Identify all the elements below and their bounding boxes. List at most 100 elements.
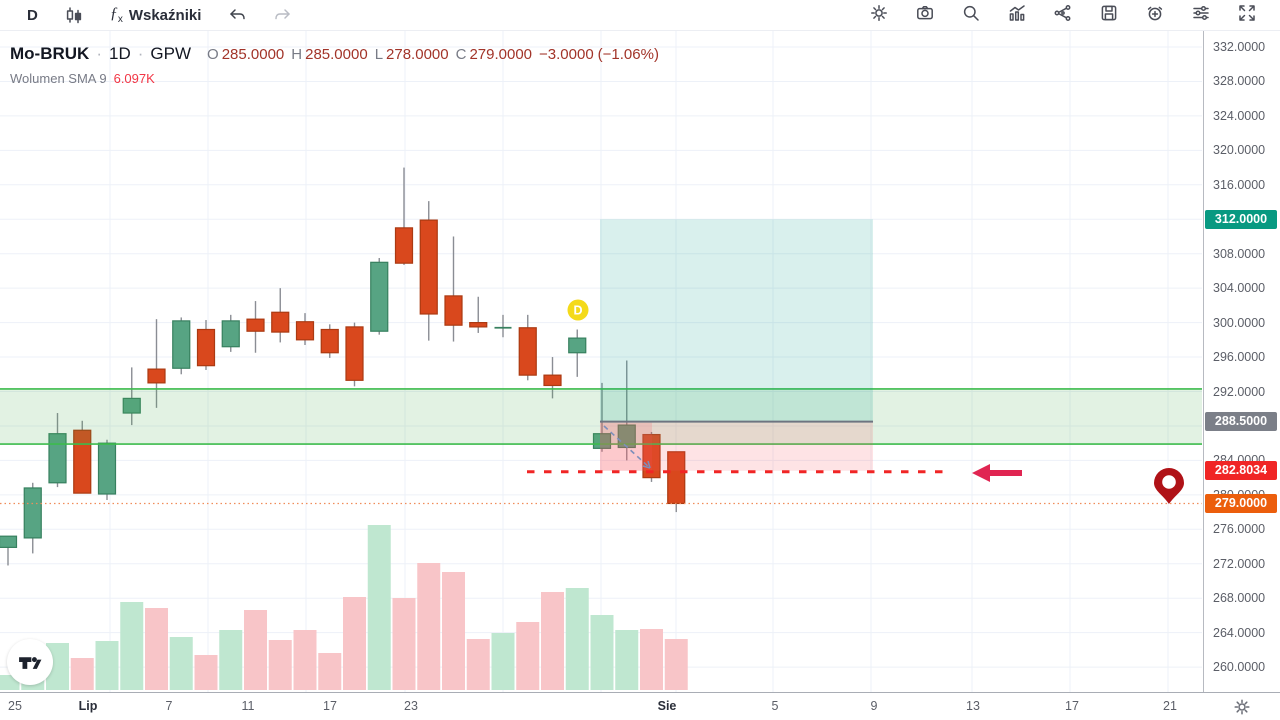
candle-body <box>419 219 438 315</box>
gear-icon <box>1232 699 1252 720</box>
alarm-clock-plus-icon <box>1145 3 1165 28</box>
time-axis-label: 7 <box>165 699 173 713</box>
redo-button[interactable] <box>260 0 306 30</box>
last-price-badge: 279.0000 <box>1205 493 1277 513</box>
interval-label: D <box>27 6 38 24</box>
time-axis-label: 9 <box>870 699 878 713</box>
price-tick-label: 328.0000 <box>1213 74 1266 89</box>
candle-body <box>97 442 117 495</box>
price-axis[interactable]: 332.0000 328.0000 324.0000 320.0000 316.0000… <box>1203 30 1280 692</box>
time-axis-label: 17 <box>323 699 337 713</box>
toolbar-left-group: D ƒx Wskaźniki <box>0 0 306 30</box>
price-tick-label: 324.0000 <box>1213 108 1266 123</box>
top-toolbar: D ƒx Wskaźniki <box>0 0 1280 31</box>
indicators-button[interactable]: ƒx Wskaźniki <box>97 0 215 30</box>
chart-style-button[interactable] <box>51 0 97 30</box>
price-tick-label: 316.0000 <box>1213 177 1266 192</box>
price-tick-label: 304.0000 <box>1213 281 1266 296</box>
volume-bar <box>169 637 193 690</box>
candle-body <box>518 327 537 376</box>
symbol-legend-row[interactable]: Mo-BRUK · 1D · GPW O 285.0000 H 285.0000 L… <box>10 44 659 63</box>
symbol-interval: 1D <box>109 44 131 63</box>
search-icon <box>961 3 981 28</box>
share-nodes-icon <box>1053 3 1073 28</box>
chart-plot-area[interactable]: D <box>0 0 1202 692</box>
support-zone-drawing[interactable] <box>0 388 1202 445</box>
candle-body <box>568 337 587 354</box>
camera-icon <box>915 3 935 28</box>
time-axis[interactable]: 25 Lip 7 11 17 23 Sie 5 9 13 17 21 <box>0 692 1280 720</box>
candles <box>0 167 686 566</box>
share-nodes-button[interactable] <box>1040 0 1086 30</box>
sliders-icon <box>1191 3 1211 28</box>
undo-button[interactable] <box>214 0 260 30</box>
price-tick-label: 276.0000 <box>1213 522 1266 537</box>
candle-body <box>122 397 141 414</box>
alert-plus-button[interactable] <box>1132 0 1178 30</box>
price-tick-label: 264.0000 <box>1213 625 1266 640</box>
candle-body <box>271 311 290 333</box>
stop-price-badge: 282.8034 <box>1205 461 1277 481</box>
candle-body <box>469 322 488 328</box>
axis-settings-gear-button[interactable] <box>1232 697 1252 717</box>
candle-body <box>48 433 67 484</box>
candle-body <box>172 320 191 369</box>
camera-snapshot-button[interactable] <box>902 0 948 30</box>
target-price-badge: 312.0000 <box>1205 209 1277 229</box>
volume-bar <box>194 655 218 690</box>
long-position-tool[interactable] <box>600 219 873 471</box>
symbol-name: Mo-BRUK <box>10 44 90 63</box>
indicators-label: Wskaźniki <box>128 6 202 24</box>
time-axis-label: 13 <box>966 699 980 713</box>
time-axis-label: 21 <box>1163 699 1177 713</box>
candle-body <box>196 328 216 367</box>
left-arrow-drawing[interactable] <box>972 464 1022 482</box>
volume-bar <box>392 598 416 690</box>
tradingview-logo[interactable] <box>7 639 53 685</box>
volume-bar <box>640 629 663 690</box>
volume-bar <box>244 610 267 690</box>
price-tick-label: 296.0000 <box>1213 350 1266 365</box>
volume-bars <box>0 525 688 690</box>
interval-button[interactable]: D <box>14 0 51 30</box>
volume-bar <box>664 639 688 690</box>
fullscreen-button[interactable] <box>1224 0 1270 30</box>
volume-bar <box>590 615 614 690</box>
change-value: −3.0000 <box>539 46 594 63</box>
sketch-arrow-head <box>642 460 651 469</box>
candle-body <box>543 374 562 387</box>
sketch-arrow-line <box>603 425 651 469</box>
candle-body <box>73 429 92 494</box>
function-fx-icon: ƒx <box>109 4 123 26</box>
position-profit-zone <box>600 219 873 422</box>
entry-price-badge: 288.5000 <box>1205 412 1277 432</box>
save-layout-button[interactable] <box>1086 0 1132 30</box>
close-value: 279.0000 <box>469 46 533 63</box>
search-button[interactable] <box>948 0 994 30</box>
candle-body <box>23 487 42 539</box>
high-value: 285.0000 <box>305 46 368 63</box>
event-marker-circle <box>567 299 589 321</box>
settings-gear-button[interactable] <box>856 0 902 30</box>
fullscreen-icon <box>1237 3 1257 28</box>
candle-body <box>345 326 364 381</box>
volume-bar <box>417 563 441 690</box>
volume-bar <box>367 525 391 690</box>
volume-bar <box>343 597 366 690</box>
price-tick-label: 300.0000 <box>1213 315 1266 330</box>
price-tick-label: 272.0000 <box>1213 556 1266 571</box>
pin-marker-drawing[interactable] <box>1154 468 1184 504</box>
volume-indicator-row[interactable]: Wolumen SMA 9 6.097K <box>10 71 659 86</box>
volume-bar <box>541 592 564 690</box>
tune-sliders-button[interactable] <box>1178 0 1224 30</box>
time-axis-label: 23 <box>404 699 418 713</box>
volume-bar <box>219 630 243 690</box>
price-tick-label: 320.0000 <box>1213 143 1266 158</box>
dividend-event-marker[interactable]: D <box>567 299 589 321</box>
sketch-arrow-drawing[interactable] <box>603 425 651 469</box>
stats-button[interactable] <box>994 0 1040 30</box>
volume-bar <box>268 640 292 690</box>
symbol-exchange: GPW <box>150 44 192 63</box>
toolbar-right-group <box>856 0 1280 30</box>
